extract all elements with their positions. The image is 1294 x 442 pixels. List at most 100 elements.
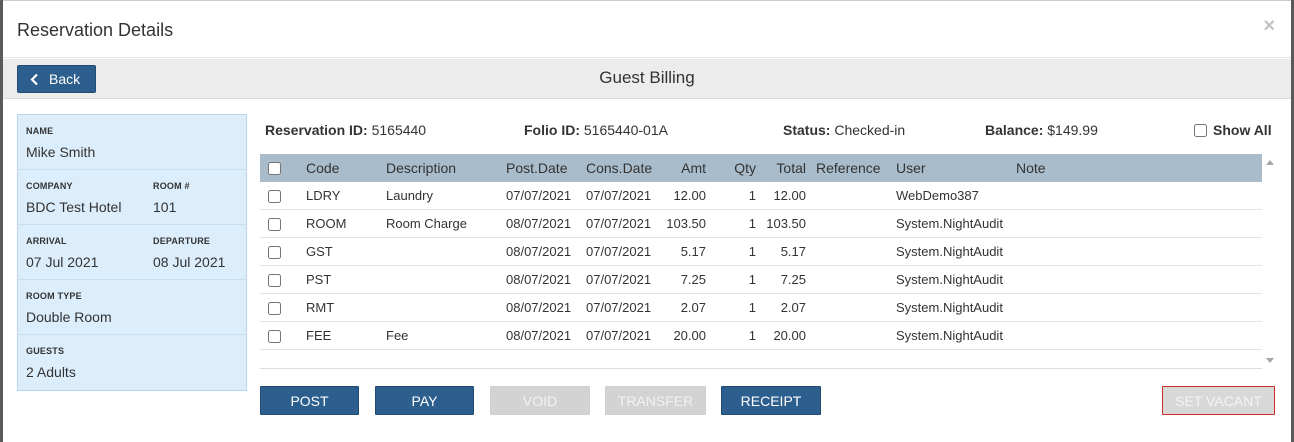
cell-total: 5.17 bbox=[780, 244, 806, 259]
cell-qty: 1 bbox=[748, 272, 756, 287]
cell-qty: 1 bbox=[748, 188, 756, 203]
col-note[interactable]: Note bbox=[1016, 160, 1046, 176]
balance-label: Balance: bbox=[985, 122, 1044, 138]
col-user[interactable]: User bbox=[896, 160, 926, 176]
backdrop-edge-right bbox=[1291, 0, 1294, 442]
folio-id-value: 5165440-01A bbox=[583, 122, 668, 138]
room-value: 101 bbox=[153, 199, 177, 215]
col-cons-date[interactable]: Cons.Date bbox=[586, 160, 653, 176]
billing-toolbar: Back Guest Billing bbox=[3, 59, 1291, 99]
cell-amt: 20.00 bbox=[673, 328, 706, 343]
page-title: Guest Billing bbox=[599, 68, 695, 87]
scroll-up-icon[interactable] bbox=[1266, 160, 1274, 165]
cell-cons-date: 07/07/2021 bbox=[586, 272, 652, 287]
cell-description: Room Charge bbox=[386, 216, 467, 231]
status: Status: Checked-in bbox=[783, 122, 905, 138]
chevron-left-icon bbox=[30, 73, 38, 85]
name-label: NAME bbox=[26, 126, 54, 136]
guest-name: Mike Smith bbox=[26, 144, 96, 160]
dates-row: ARRIVAL 07 Jul 2021 DEPARTURE 08 Jul 202… bbox=[18, 225, 246, 280]
cell-amt: 5.17 bbox=[680, 244, 706, 259]
row-checkbox[interactable] bbox=[268, 302, 281, 315]
company-label: COMPANY bbox=[26, 181, 73, 191]
cell-post-date: 08/07/2021 bbox=[506, 244, 572, 259]
col-qty[interactable]: Qty bbox=[734, 160, 756, 176]
cell-total: 20.00 bbox=[773, 328, 806, 343]
cell-total: 103.50 bbox=[766, 216, 806, 231]
cell-total: 2.07 bbox=[780, 300, 806, 315]
reservation-id-label: Reservation ID: bbox=[265, 122, 368, 138]
cell-cons-date: 07/07/2021 bbox=[586, 244, 652, 259]
table-scrollbar[interactable] bbox=[1262, 154, 1277, 369]
col-description[interactable]: Description bbox=[386, 160, 457, 176]
cell-user: System.NightAudit bbox=[896, 300, 1003, 315]
cell-user: WebDemo387 bbox=[896, 188, 979, 203]
cell-code: LDRY bbox=[306, 188, 341, 203]
modal-title: Reservation Details bbox=[17, 20, 174, 40]
departure-label: DEPARTURE bbox=[153, 236, 211, 246]
row-checkbox[interactable] bbox=[268, 246, 281, 259]
billing-table: Code Description Post.Date Cons.Date Amt… bbox=[260, 154, 1277, 369]
back-button[interactable]: Back bbox=[17, 65, 96, 93]
cell-post-date: 08/07/2021 bbox=[506, 328, 572, 343]
cell-qty: 1 bbox=[748, 328, 756, 343]
cell-code: FEE bbox=[306, 328, 332, 343]
cell-code: GST bbox=[306, 244, 333, 259]
cell-user: System.NightAudit bbox=[896, 272, 1003, 287]
guest-info-panel: NAME Mike Smith COMPANY BDC Test Hotel R… bbox=[17, 114, 247, 391]
table-row[interactable]: PST 08/07/2021 07/07/2021 7.25 1 7.25 System.N… bbox=[260, 266, 1262, 294]
room-type-row: ROOM TYPE Double Room bbox=[18, 280, 246, 335]
row-checkbox[interactable] bbox=[268, 274, 281, 287]
cell-code: RMT bbox=[306, 300, 335, 315]
guests-value: 2 Adults bbox=[26, 364, 76, 380]
cell-user: System.NightAudit bbox=[896, 328, 1003, 343]
balance-value: $149.99 bbox=[1047, 122, 1098, 138]
cell-total: 7.25 bbox=[780, 272, 806, 287]
cell-description: Fee bbox=[386, 328, 409, 343]
pay-button[interactable]: PAY bbox=[375, 386, 474, 415]
receipt-button[interactable]: RECEIPT bbox=[721, 386, 821, 415]
show-all-checkbox[interactable] bbox=[1194, 123, 1207, 137]
cell-amt: 2.07 bbox=[680, 300, 706, 315]
set-vacant-button[interactable]: SET VACANT bbox=[1162, 386, 1275, 415]
status-label: Status: bbox=[783, 122, 831, 138]
transfer-button[interactable]: TRANSFER bbox=[605, 386, 706, 415]
row-checkbox[interactable] bbox=[268, 330, 281, 343]
table-row[interactable]: FEE Fee 08/07/2021 07/07/2021 20.00 1 20.00 Sys… bbox=[260, 322, 1262, 350]
row-checkbox[interactable] bbox=[268, 190, 281, 203]
scroll-down-icon[interactable] bbox=[1266, 358, 1274, 363]
table-row[interactable]: GST 08/07/2021 07/07/2021 5.17 1 5.17 System.N… bbox=[260, 238, 1262, 266]
reservation-details-modal: Reservation Details × Back Guest Billing… bbox=[3, 0, 1291, 442]
show-all-toggle[interactable]: Show All bbox=[1194, 122, 1272, 138]
room-type-label: ROOM TYPE bbox=[26, 291, 82, 301]
col-reference[interactable]: Reference bbox=[816, 160, 881, 176]
table-header: Code Description Post.Date Cons.Date Amt… bbox=[260, 154, 1262, 182]
select-all-checkbox[interactable] bbox=[268, 162, 281, 175]
row-checkbox[interactable] bbox=[268, 218, 281, 231]
col-total[interactable]: Total bbox=[776, 160, 806, 176]
company-room-row: COMPANY BDC Test Hotel ROOM # 101 bbox=[18, 170, 246, 225]
table-row[interactable]: ROOM Room Charge 08/07/2021 07/07/2021 103.5… bbox=[260, 210, 1262, 238]
col-code[interactable]: Code bbox=[306, 160, 340, 176]
cell-user: System.NightAudit bbox=[896, 216, 1003, 231]
cell-user: System.NightAudit bbox=[896, 244, 1003, 259]
post-button[interactable]: POST bbox=[260, 386, 359, 415]
table-row[interactable]: RMT 08/07/2021 07/07/2021 2.07 1 2.07 System.N… bbox=[260, 294, 1262, 322]
guests-label: GUESTS bbox=[26, 346, 65, 356]
table-row[interactable]: LDRY Laundry 07/07/2021 07/07/2021 12.00 1 12.… bbox=[260, 182, 1262, 210]
guest-name-row: NAME Mike Smith bbox=[18, 115, 246, 170]
cell-total: 12.00 bbox=[773, 188, 806, 203]
cell-amt: 103.50 bbox=[666, 216, 706, 231]
show-all-label: Show All bbox=[1213, 122, 1272, 138]
back-button-label: Back bbox=[49, 71, 81, 87]
folio-id-label: Folio ID: bbox=[524, 122, 580, 138]
modal-header: Reservation Details × bbox=[3, 1, 1291, 58]
close-icon[interactable]: × bbox=[1263, 15, 1275, 37]
arrival-value: 07 Jul 2021 bbox=[26, 254, 99, 270]
reservation-id-value: 5165440 bbox=[371, 122, 427, 138]
col-amt[interactable]: Amt bbox=[681, 160, 706, 176]
void-button[interactable]: VOID bbox=[490, 386, 590, 415]
balance: Balance: $149.99 bbox=[985, 122, 1098, 138]
col-post-date[interactable]: Post.Date bbox=[506, 160, 568, 176]
room-type-value: Double Room bbox=[26, 309, 112, 325]
